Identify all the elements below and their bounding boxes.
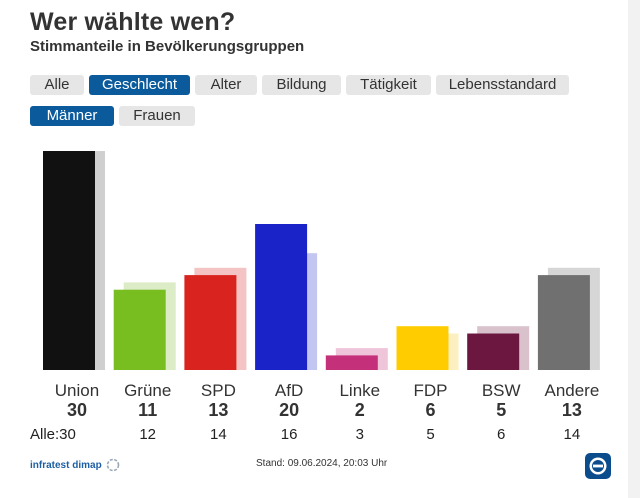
source-label: infratest dimap xyxy=(30,458,120,472)
value-label-gruene: 11 xyxy=(138,400,157,420)
tab-geschlecht[interactable]: Geschlecht xyxy=(89,75,190,95)
value-label-bsw: 5 xyxy=(496,400,506,420)
category-label-union: Union xyxy=(55,381,99,400)
tab-frauen[interactable]: Frauen xyxy=(119,106,195,126)
value-label-linke: 2 xyxy=(355,400,365,420)
timestamp: Stand: 09.06.2024, 20:03 Uhr xyxy=(256,458,388,469)
bar-gruene xyxy=(113,289,166,370)
bar-fdp xyxy=(396,326,449,370)
tab-alle[interactable]: Alle xyxy=(30,75,84,95)
alle-value-gruene: 12 xyxy=(139,426,156,443)
bar-andere xyxy=(537,275,590,370)
alle-value-andere: 14 xyxy=(564,426,581,443)
category-label-gruene: Grüne xyxy=(124,381,171,400)
bar-chart: Union30Alle:30Grüne1112SPD1314AfD2016Lin… xyxy=(30,151,600,443)
category-label-fdp: FDP xyxy=(414,381,448,400)
value-label-fdp: 6 xyxy=(425,400,435,420)
value-label-spd: 13 xyxy=(208,400,228,420)
bar-afd xyxy=(255,224,308,370)
bar-union xyxy=(43,151,95,370)
broadcaster-logo-icon xyxy=(585,453,611,479)
alle-value-linke: 3 xyxy=(356,426,364,443)
alle-value-fdp: 5 xyxy=(426,426,434,443)
page-subtitle: Stimmanteile in Bevölkerungsgruppen xyxy=(30,38,305,55)
tab-alter[interactable]: Alter xyxy=(195,75,257,95)
tab-taetigkeit[interactable]: Tätigkeit xyxy=(346,75,431,95)
alle-value-afd: 16 xyxy=(281,426,298,443)
bar-spd xyxy=(184,275,237,370)
tab-lebensstandard[interactable]: Lebensstandard xyxy=(436,75,569,95)
page-title: Wer wählte wen? xyxy=(30,8,236,36)
source-text: infratest dimap xyxy=(30,459,102,471)
value-label-andere: 13 xyxy=(562,400,582,420)
tab-bildung[interactable]: Bildung xyxy=(262,75,341,95)
category-label-andere: Andere xyxy=(544,381,599,400)
bar-linke xyxy=(325,355,378,370)
bar-bsw xyxy=(467,333,520,370)
category-label-afd: AfD xyxy=(275,381,303,400)
value-label-afd: 20 xyxy=(279,400,299,420)
value-label-union: 30 xyxy=(67,400,87,420)
infratest-logo-icon xyxy=(106,458,119,472)
alle-value-bsw: 6 xyxy=(497,426,505,443)
category-label-linke: Linke xyxy=(339,381,380,400)
category-label-spd: SPD xyxy=(201,381,236,400)
category-label-bsw: BSW xyxy=(482,381,521,400)
tab-maenner[interactable]: Männer xyxy=(30,106,114,126)
alle-value-union: Alle:30 xyxy=(30,426,76,443)
alle-value-spd: 14 xyxy=(210,426,227,443)
